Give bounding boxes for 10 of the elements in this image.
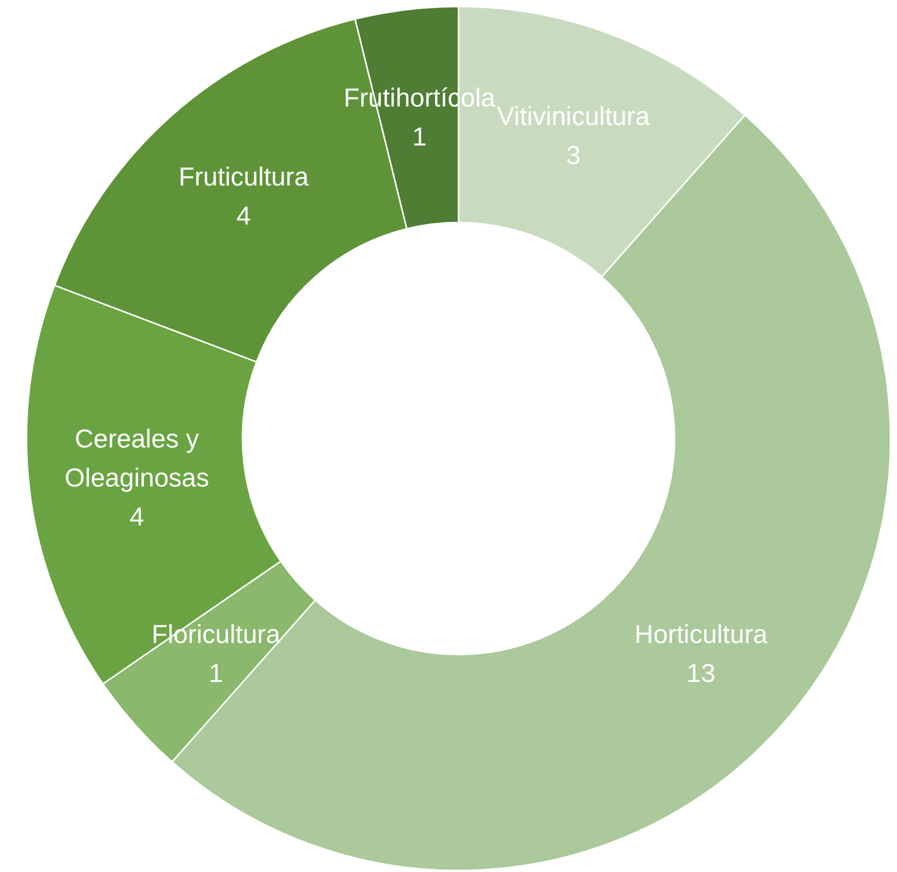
- data-label: 13: [686, 658, 716, 688]
- data-label: 4: [236, 200, 251, 230]
- data-label: 1: [412, 121, 427, 152]
- slice-label: Cereales y Oleaginosas: [64, 424, 210, 493]
- slice-label: Vitivinicultura: [497, 101, 650, 132]
- data-label: 1: [208, 658, 224, 688]
- slice-label: Horticultura: [634, 618, 768, 649]
- data-label: 4: [130, 502, 144, 532]
- data-label: 3: [566, 140, 581, 170]
- slice-label: Fruticultura: [178, 161, 310, 192]
